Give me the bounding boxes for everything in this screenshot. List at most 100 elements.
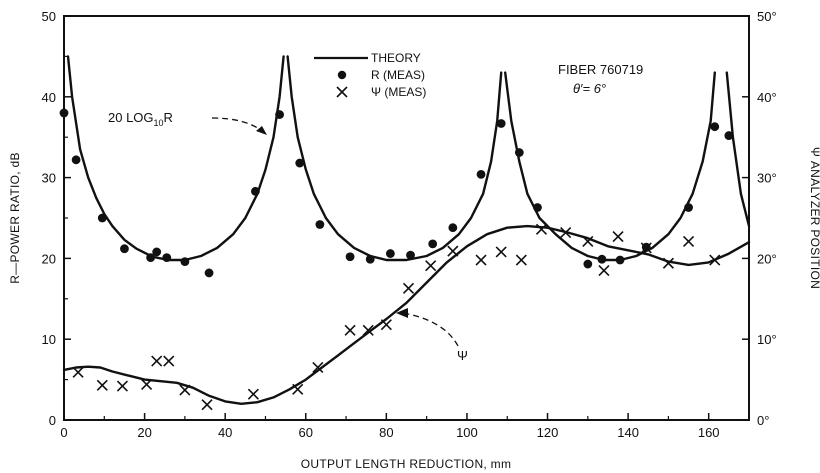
psi-meas-point [640,242,652,254]
psi-meas-point [495,246,507,258]
y2-tick-label: 10° [757,332,777,347]
psi-meas-point [201,399,213,411]
psi-meas-point [582,235,594,247]
r-meas-point [152,247,162,257]
r-meas-point [514,148,524,157]
y2-tick-label: 20° [757,251,777,266]
r-meas-point [615,255,625,265]
psi-meas-point [179,384,191,396]
r-meas-point [448,223,458,233]
r-meas-point [533,203,542,212]
legend-r-label: R (MEAS) [371,68,425,82]
psi-meas-point [141,378,153,391]
theory-psi-curve [62,224,751,405]
r-meas-point [385,249,395,258]
r-meas-point [162,253,172,262]
r-meas-point [71,155,81,165]
psi-meas-point [151,355,163,367]
r-meas-point [345,252,355,262]
x-axis-ticks: 0 20 40 60 80 100 120 140 160 [60,413,720,440]
r-curve-annotation: 20 LOG10R [108,110,173,128]
y2-tick-label: 40° [757,90,777,105]
psi-meas-point [425,260,437,272]
psi-meas-point [247,388,259,400]
legend-r-dot [337,70,347,80]
psi-meas-point [515,254,527,266]
r-meas-point [476,169,486,179]
x-tick-label: 0 [60,425,67,440]
psi-meas-point [447,245,459,257]
x-tick-label: 160 [698,425,720,440]
measured-markers [59,108,734,411]
psi-curve-annotation: Ψ [457,348,468,363]
theory-r-curve [66,55,285,262]
psi-meas-point [380,319,392,331]
x-axis-label: OUTPUT LENGTH REDUCTION, mm [301,457,512,471]
legend: THEORY R (MEAS) Ψ (MEAS) [314,51,426,99]
y-tick-label: 50 [42,9,56,24]
y-tick-label: 40 [42,90,56,105]
r-meas-point [406,250,415,260]
psi-meas-point [72,366,84,378]
y-axis-label: R—POWER RATIO, dB [8,152,22,284]
fiber-annotation: FIBER 760719 [558,62,643,77]
r-meas-point [120,244,129,254]
psi-curve-arrowhead [396,308,408,318]
r-meas-point [710,122,720,132]
psi-meas-point [709,254,721,266]
r-meas-point [315,220,325,229]
r-meas-point [97,213,107,223]
y2-axis-ticks: 0° 10° 20° 30° 40° 50° [742,9,777,428]
x-tick-label: 40 [218,425,232,440]
y-tick-label: 30 [42,171,56,186]
y2-tick-label: 50° [757,9,777,24]
y-tick-label: 20 [42,251,56,266]
angle-annotation: θ′= 6° [573,81,606,96]
psi-meas-point [312,361,324,374]
r-meas-point [250,186,260,196]
y-axis-ticks: 0 10 20 30 40 50 [42,9,71,428]
y2-tick-label: 0° [757,413,769,428]
psi-curve-arrow [407,313,459,347]
psi-meas-point [344,324,356,336]
r-meas-point [428,239,438,249]
r-curve-arrowhead [256,126,267,135]
legend-psi-label: Ψ (MEAS) [371,85,426,99]
theory-r-curve [725,71,751,228]
y-tick-label: 10 [42,332,56,347]
x-tick-label: 60 [299,425,313,440]
psi-meas-point [163,355,175,367]
y2-axis-label: Ψ ANALYZER POSITION [808,147,820,289]
r-meas-point [146,253,156,262]
x-tick-label: 80 [379,425,393,440]
x-tick-label: 100 [456,425,478,440]
r-meas-point [597,254,607,264]
legend-psi-cross [336,86,348,98]
r-meas-point [365,254,375,264]
y2-tick-label: 30° [757,171,777,186]
psi-meas-point [292,383,304,395]
psi-meas-point [598,264,610,277]
r-meas-point [583,259,593,269]
psi-meas-point [96,379,108,391]
psi-meas-point [560,226,572,239]
theory-r-curve [504,71,716,262]
y-tick-label: 0 [49,413,56,428]
psi-meas-point [535,223,548,235]
r-meas-point [684,203,693,212]
psi-meas-point [662,257,674,269]
x-tick-label: 20 [137,425,151,440]
psi-meas-point [475,254,487,266]
r-meas-point [496,119,506,128]
psi-meas-point [362,324,374,336]
theory-r-curve [286,55,503,262]
psi-meas-point [682,235,695,247]
psi-meas-point [612,231,624,243]
r-meas-point [295,158,305,168]
r-meas-point [204,268,214,278]
r-meas-point [180,257,190,267]
r-meas-point [59,108,69,118]
r-meas-point [275,110,284,119]
legend-theory-label: THEORY [371,51,421,65]
